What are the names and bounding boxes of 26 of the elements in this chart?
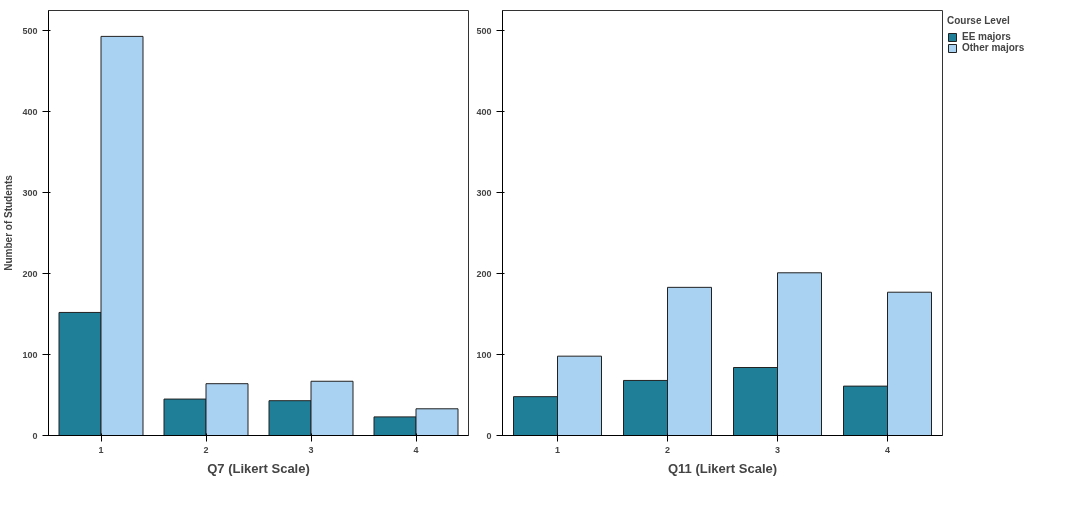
x-tick-label: 3 xyxy=(308,444,314,455)
x-tick-label: 4 xyxy=(413,444,419,455)
x-axis-title: Q7 (Likert Scale) xyxy=(207,460,310,476)
y-tick-label: 300 xyxy=(476,187,492,198)
x-tick-label: 1 xyxy=(555,444,561,455)
y-axis-title: Number of Students xyxy=(3,174,15,271)
y-tick-label: 100 xyxy=(22,349,38,360)
x-tick-label: 2 xyxy=(203,444,209,455)
y-tick-label: 400 xyxy=(22,106,38,117)
y-tick-label: 0 xyxy=(486,430,492,441)
legend-title: Course Level xyxy=(947,15,1011,26)
y-tick-label: 300 xyxy=(22,187,38,198)
y-tick-label: 200 xyxy=(476,268,492,279)
y-tick-label: 500 xyxy=(22,25,38,36)
legend-label: EE majors xyxy=(962,31,1011,42)
x-axis-title: Q11 (Likert Scale) xyxy=(667,460,778,476)
x-tick-label: 1 xyxy=(98,444,104,455)
y-tick-label: 0 xyxy=(32,430,38,441)
y-tick-label: 500 xyxy=(476,25,492,36)
x-tick-label: 4 xyxy=(885,444,891,455)
y-tick-label: 400 xyxy=(476,106,492,117)
x-tick-label: 2 xyxy=(665,444,671,455)
y-tick-label: 200 xyxy=(22,268,38,279)
y-tick-label: 100 xyxy=(476,349,492,360)
x-tick-label: 3 xyxy=(775,444,781,455)
legend-label: Other majors xyxy=(962,42,1025,53)
